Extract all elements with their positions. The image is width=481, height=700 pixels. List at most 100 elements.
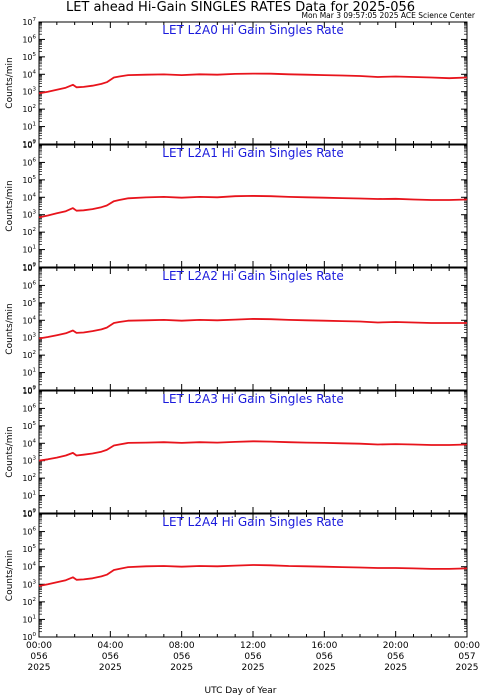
y-axis-label: Counts/min xyxy=(5,426,15,477)
y-tick-base: 10 xyxy=(22,193,32,202)
y-tick-exponent: 7 xyxy=(33,17,37,23)
x-tick-year: 2025 xyxy=(28,663,51,673)
y-tick-label: 100 xyxy=(22,139,36,149)
y-tick-exponent: 4 xyxy=(33,192,37,198)
y-tick-exponent: 0 xyxy=(33,508,37,514)
y-tick-label: 106 xyxy=(22,157,36,167)
y-tick-base: 10 xyxy=(22,580,32,589)
y-tick-base: 10 xyxy=(22,510,32,519)
y-tick-label: 107 xyxy=(22,140,36,150)
y-tick-base: 10 xyxy=(22,615,32,624)
y-tick-label: 106 xyxy=(22,403,36,413)
y-tick-label: 102 xyxy=(22,597,36,607)
panel-title: LET L2A0 Hi Gain Singles Rate xyxy=(162,23,343,37)
y-axis-label: Counts/min xyxy=(5,303,15,354)
y-tick-exponent: 6 xyxy=(33,280,37,286)
x-tick-time: 12:00 xyxy=(240,641,266,651)
y-tick-label: 103 xyxy=(22,579,36,589)
x-tick-day: 056 xyxy=(102,652,119,662)
y-tick-exponent: 2 xyxy=(33,473,37,479)
y-tick-base: 10 xyxy=(22,404,32,413)
y-tick-base: 10 xyxy=(22,228,32,237)
y-tick-label: 100 xyxy=(22,262,36,272)
x-tick-year: 2025 xyxy=(170,663,193,673)
y-tick-exponent: 6 xyxy=(33,34,37,40)
y-tick-exponent: 7 xyxy=(33,263,37,269)
y-tick-label: 106 xyxy=(22,280,36,290)
x-tick-year: 2025 xyxy=(384,663,407,673)
y-tick-label: 107 xyxy=(22,386,36,396)
y-tick-exponent: 0 xyxy=(33,385,37,391)
y-tick-exponent: 0 xyxy=(33,632,37,638)
y-tick-exponent: 7 xyxy=(33,509,37,515)
y-tick-base: 10 xyxy=(22,158,32,167)
y-tick-base: 10 xyxy=(22,563,32,572)
x-tick-label: 12:00 056 2025 xyxy=(240,641,266,673)
y-tick-label: 105 xyxy=(22,544,36,554)
series-line xyxy=(38,564,468,587)
y-tick-exponent: 0 xyxy=(33,139,37,145)
y-tick-base: 10 xyxy=(22,369,32,378)
y-tick-exponent: 2 xyxy=(33,227,37,233)
y-tick-base: 10 xyxy=(22,387,32,396)
series-line xyxy=(38,72,468,95)
y-tick-label: 101 xyxy=(22,368,36,378)
y-tick-exponent: 4 xyxy=(33,69,37,75)
y-tick-label: 102 xyxy=(22,473,36,483)
y-tick-label: 103 xyxy=(22,456,36,466)
y-tick-exponent: 3 xyxy=(33,210,37,216)
generation-timestamp: Mon Mar 3 09:57:05 2025 ACE Science Cent… xyxy=(301,11,476,20)
y-tick-base: 10 xyxy=(22,316,32,325)
y-tick-base: 10 xyxy=(22,598,32,607)
y-tick-exponent: 7 xyxy=(33,386,37,392)
x-tick-time: 16:00 xyxy=(311,641,337,651)
y-tick-label: 103 xyxy=(22,87,36,97)
x-tick-time: 04:00 xyxy=(97,641,123,651)
y-tick-exponent: 7 xyxy=(33,140,37,146)
y-tick-base: 10 xyxy=(22,141,32,150)
x-tick-year: 2025 xyxy=(242,663,265,673)
y-tick-base: 10 xyxy=(22,299,32,308)
y-tick-base: 10 xyxy=(22,422,32,431)
y-tick-label: 100 xyxy=(22,508,36,518)
y-tick-exponent: 3 xyxy=(33,456,37,462)
y-tick-exponent: 1 xyxy=(33,245,37,251)
y-tick-base: 10 xyxy=(22,528,32,537)
x-tick-label: 00:00 057 2025 xyxy=(454,641,480,673)
y-tick-label: 104 xyxy=(22,69,36,79)
y-tick-base: 10 xyxy=(22,386,32,395)
y-tick-exponent: 5 xyxy=(33,544,37,550)
x-tick-day: 057 xyxy=(458,652,475,662)
x-tick-label: 04:00 056 2025 xyxy=(97,641,123,673)
y-tick-label: 100 xyxy=(22,385,36,395)
y-tick-base: 10 xyxy=(22,140,32,149)
series-line xyxy=(38,440,468,462)
x-tick-label: 00:00 056 2025 xyxy=(26,641,52,673)
y-tick-base: 10 xyxy=(22,105,32,114)
x-tick-label: 16:00 056 2025 xyxy=(311,641,337,673)
y-tick-label: 104 xyxy=(22,192,36,202)
panel-title: LET L2A4 Hi Gain Singles Rate xyxy=(162,515,343,529)
y-tick-base: 10 xyxy=(22,351,32,360)
x-tick-year: 2025 xyxy=(313,663,336,673)
x-tick-time: 08:00 xyxy=(169,641,195,651)
x-tick-year: 2025 xyxy=(99,663,122,673)
y-tick-exponent: 6 xyxy=(33,157,37,163)
y-tick-label: 103 xyxy=(22,210,36,220)
y-tick-label: 104 xyxy=(22,438,36,448)
y-tick-label: 102 xyxy=(22,227,36,237)
y-tick-base: 10 xyxy=(22,35,32,44)
y-tick-base: 10 xyxy=(22,123,32,132)
y-tick-label: 105 xyxy=(22,175,36,185)
y-tick-exponent: 4 xyxy=(33,438,37,444)
y-tick-base: 10 xyxy=(22,88,32,97)
series-line xyxy=(38,194,468,219)
series-line xyxy=(38,317,467,340)
chart-title: LET ahead Hi-Gain SINGLES RATES Data for… xyxy=(65,0,416,15)
y-tick-exponent: 3 xyxy=(33,333,37,339)
y-tick-base: 10 xyxy=(22,633,32,642)
x-tick-day: 056 xyxy=(173,652,190,662)
y-tick-base: 10 xyxy=(22,281,32,290)
